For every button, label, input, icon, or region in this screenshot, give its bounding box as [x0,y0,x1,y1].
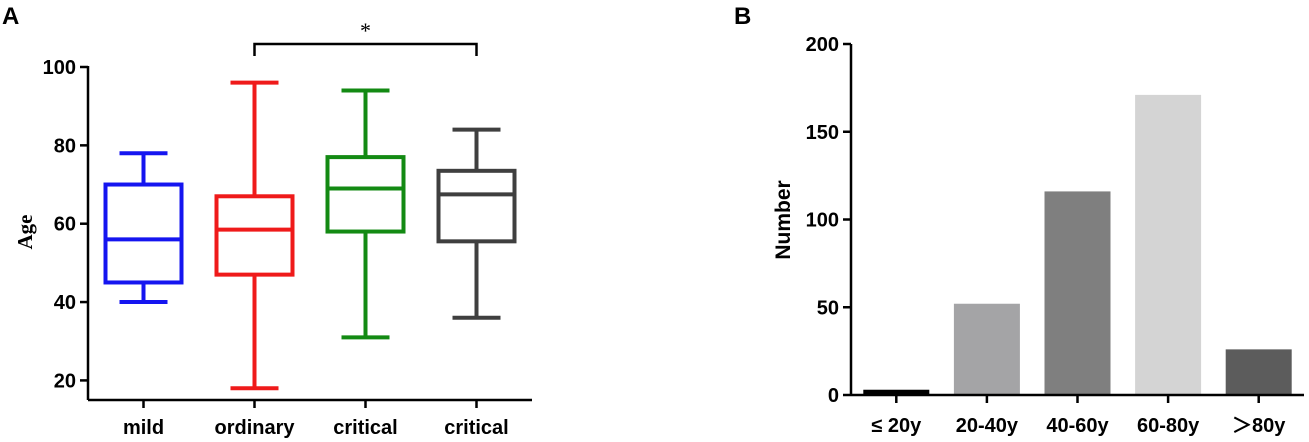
iqr-box [436,168,517,244]
panel-b-label: B [734,3,751,30]
significance-bracket [253,42,478,56]
x-category-label: 40-60y [1046,415,1109,437]
x-category-label: 60-80y [1137,415,1200,437]
y-tick-label: 100 [43,57,76,79]
y-tick-label: 200 [806,34,839,56]
bar-1 [863,389,930,395]
y-tick-label: 0 [828,385,839,407]
significance-star: * [360,18,371,43]
x-category-label: ＞80y [1232,415,1286,437]
y-tick-label: 100 [806,210,839,232]
iqr-box [103,182,184,285]
bar-chart-number: ≤ 20y 20-40y 40-60y 60-80y ＞80y 0 50 100 150 200 N… [772,34,1304,437]
bar-4 [1135,94,1202,396]
y-tick-label: 80 [54,135,76,157]
y-tick-label: 40 [54,292,76,314]
box-2 [214,80,295,391]
box-3 [325,88,406,340]
box-4 [436,127,517,320]
iqr-box [214,194,295,277]
iqr-box [325,155,406,234]
panel-a-label: A [2,3,19,30]
y-tick-label: 20 [54,370,76,392]
x-category-label: ≤ 20y [871,415,922,437]
y-tick-label: 60 [54,214,76,236]
x-category-label: 20-40y [956,415,1019,437]
box-1 [103,151,184,305]
y-tick-label: 50 [817,297,839,319]
bar-2 [953,303,1020,395]
bar-3 [1044,191,1111,395]
box-plot-age: 20 40 60 80 100 Age mild ordinary critical critic… [13,18,532,439]
y-tick-label: 150 [806,122,839,144]
x-category-label: critical [333,417,397,439]
x-category-label: mild [123,417,164,439]
x-category-label: critical [444,417,508,439]
bar-5 [1225,349,1292,395]
y-axis-title: Age [13,215,37,250]
y-axis-title: Number [772,180,795,259]
x-category-label: ordinary [214,417,295,439]
